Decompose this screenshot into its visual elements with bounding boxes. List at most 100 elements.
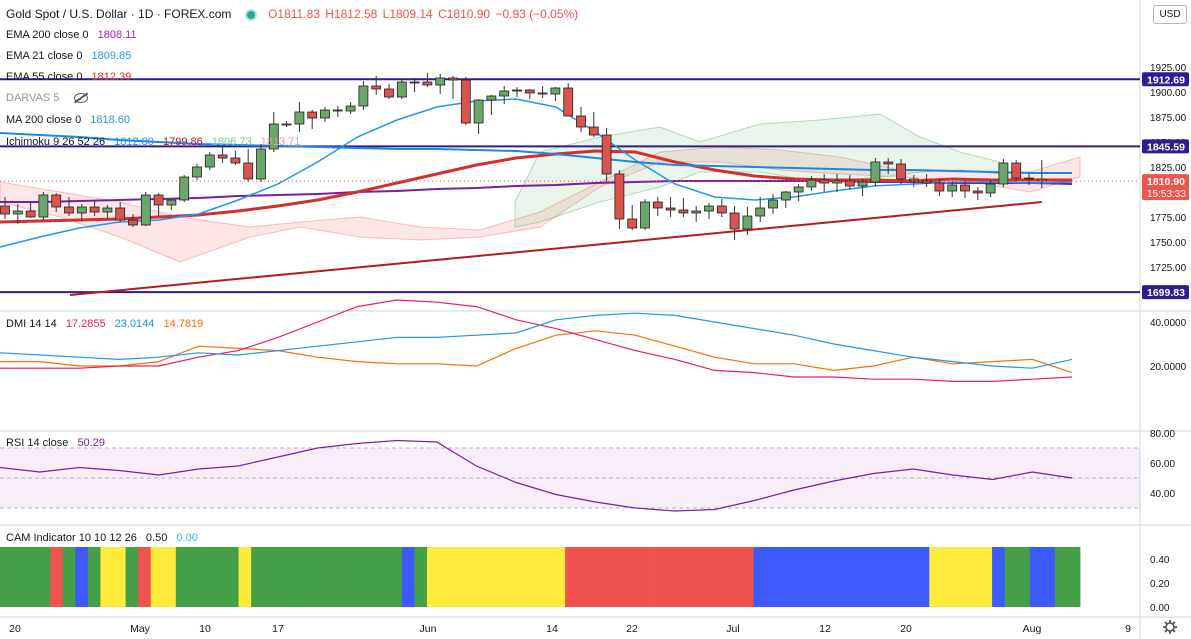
candle-body	[972, 190, 983, 194]
cam-bar	[703, 547, 717, 607]
indicator-label: DARVAS 5	[6, 92, 60, 104]
rsi-tick-label: 60.00	[1150, 459, 1175, 470]
cam-bar	[653, 547, 666, 607]
dmi-line	[0, 312, 1073, 369]
price-badge-label: 1845.59	[1147, 141, 1185, 153]
cam-bar	[565, 547, 579, 607]
candle-body	[742, 215, 753, 230]
x-axis-label: 9	[1125, 623, 1131, 635]
indicator-ema21[interactable]: EMA 21 close 0 1809.85	[6, 50, 137, 62]
candle-body	[563, 87, 574, 117]
candle-body	[857, 181, 868, 187]
candle-body	[230, 157, 241, 164]
candle-body	[601, 134, 612, 175]
candle-body	[524, 89, 535, 94]
candle-body	[1036, 178, 1047, 182]
candle-body	[550, 87, 561, 95]
change-value: −0.93 (−0.05%)	[495, 7, 579, 21]
cam-bar	[778, 547, 792, 607]
gear-icon-tooth	[1164, 621, 1168, 625]
cam-bar	[37, 547, 51, 607]
candle-body	[806, 179, 817, 188]
indicator-value: 1809.85	[91, 50, 132, 62]
cam-bar	[816, 547, 830, 607]
candle-body	[844, 180, 855, 187]
indicator-ma200[interactable]: MA 200 close 0 1818.60	[6, 114, 136, 126]
cam-bar	[766, 547, 780, 607]
ma-line	[0, 149, 1072, 224]
cam-bar	[238, 547, 252, 607]
countdown-label: 15:53:33	[1147, 189, 1186, 200]
candle-body	[998, 162, 1009, 185]
dmi-tick-label: 40.0000	[1150, 318, 1187, 329]
cam-bar	[12, 547, 26, 607]
cam-bar	[665, 547, 679, 607]
cam-bar	[753, 547, 767, 607]
candle-body	[678, 209, 689, 214]
indicator-cam[interactable]: CAM Indicator 10 10 12 26 0.50 0.00	[6, 532, 204, 544]
price-badge-label: 1912.69	[1147, 74, 1185, 86]
price-badge-label: 1810.90	[1147, 176, 1185, 188]
candle-body	[89, 206, 100, 213]
indicator-darvas[interactable]: DARVAS 5	[6, 92, 94, 104]
indicator-label: CAM Indicator 10 10 12 26	[6, 532, 137, 544]
candle-body	[320, 109, 330, 119]
indicator-ema55[interactable]: EMA 55 close 0 1812.39	[6, 71, 137, 83]
gear-icon[interactable]	[1163, 620, 1177, 634]
cam-bar	[678, 547, 692, 607]
indicator-dmi[interactable]: DMI 14 14 17.2855 23.0144 14.7819	[6, 318, 209, 330]
candle-body	[448, 77, 458, 81]
cam-bar	[477, 547, 491, 607]
candle-body	[499, 90, 510, 97]
cam-bar	[602, 547, 616, 607]
indicator-rsi[interactable]: RSI 14 close 50.29	[6, 437, 111, 449]
candle-body	[473, 99, 484, 124]
gear-icon-ring	[1165, 622, 1175, 632]
market-status-icon	[244, 8, 257, 21]
candle-body	[25, 210, 36, 218]
rsi-line	[0, 439, 1073, 512]
gear-icon-tooth	[1172, 629, 1176, 633]
cam-bar	[527, 547, 541, 607]
dmi-plus: 17.2855	[65, 318, 106, 330]
cam-bar	[301, 547, 315, 607]
cam-bar	[879, 547, 893, 607]
candle-body	[793, 186, 804, 193]
candle-body	[153, 194, 164, 206]
candle-body	[0, 205, 10, 215]
candle-body	[652, 201, 663, 209]
candle-body	[396, 81, 407, 98]
cam-bar	[414, 547, 428, 607]
cam-bar	[615, 547, 629, 607]
indicator-ichimoku[interactable]: Ichimoku 9 26 52 26 1812.80 1799.86 1806…	[6, 136, 306, 148]
cam-bar	[1029, 547, 1043, 607]
candle-body	[307, 111, 318, 119]
candle-body	[768, 199, 778, 209]
candle-body	[217, 154, 228, 159]
cam-bar	[464, 547, 478, 607]
cam-bar	[627, 547, 641, 607]
candle-body	[192, 166, 202, 178]
candle-body	[691, 210, 702, 214]
candle-body	[102, 207, 113, 213]
indicator-ema200[interactable]: EMA 200 close 0 1808.11	[6, 29, 143, 41]
cam-bar	[87, 547, 101, 607]
cam-bar	[841, 547, 855, 607]
cam-bar	[979, 547, 993, 607]
gear-icon-tooth	[1172, 621, 1176, 625]
cam-bar	[163, 547, 177, 607]
indicator-label: EMA 200 close 0	[6, 29, 89, 41]
symbol-title[interactable]: Gold Spot / U.S. Dollar · 1D · FOREX.com	[6, 7, 232, 21]
cam-bar	[175, 547, 189, 607]
hidden-eye-icon[interactable]	[74, 93, 89, 104]
x-axis-label: Aug	[1023, 623, 1042, 635]
currency-button[interactable]: USD	[1153, 5, 1187, 24]
cam-bar	[100, 547, 114, 607]
cam-bar	[351, 547, 365, 607]
candle-body	[140, 194, 151, 226]
cam-bar	[213, 547, 227, 607]
cam-bar	[904, 547, 918, 607]
price-tick-label: 1900.00	[1150, 88, 1187, 99]
cam-bar	[276, 547, 290, 607]
